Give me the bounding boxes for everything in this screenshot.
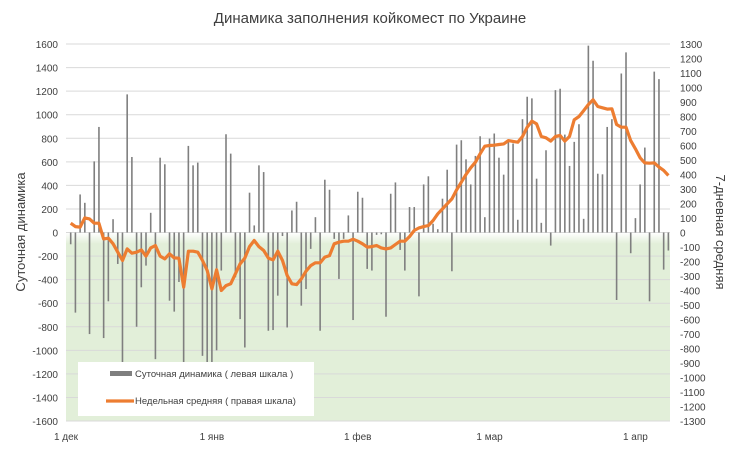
left-axis-ticks: 1600 1400 1200 1000 800 600 400 200 0 -200 -400 -60… — [32, 40, 58, 428]
legend: Суточная динамика ( левая шкала ) Недель… — [78, 362, 314, 416]
right-tick-label: -100 — [680, 243, 700, 254]
right-tick-label: 600 — [680, 142, 697, 153]
legend-line-label: Недельная средняя ( правая шкала) — [135, 396, 296, 407]
x-tick-label: 1 дек — [54, 432, 79, 443]
left-tick-label: 200 — [41, 205, 58, 216]
left-tick-label: -400 — [38, 276, 58, 287]
right-axis-label: 7-дневная средняя — [713, 174, 728, 289]
right-tick-label: 0 — [680, 229, 686, 240]
right-tick-label: 100 — [680, 214, 697, 225]
right-tick-label: 800 — [680, 113, 697, 124]
right-tick-label: 700 — [680, 127, 697, 138]
left-tick-label: -600 — [38, 299, 58, 310]
right-tick-label: 1300 — [680, 40, 703, 51]
left-tick-label: -1400 — [32, 393, 58, 404]
right-tick-label: 1200 — [680, 55, 703, 66]
legend-bar-label: Суточная динамика ( левая шкала ) — [135, 369, 293, 380]
right-tick-label: -1200 — [680, 403, 706, 414]
right-tick-label: -1000 — [680, 374, 706, 385]
right-tick-label: -1300 — [680, 417, 706, 428]
left-tick-label: -1000 — [32, 346, 58, 357]
right-tick-label: -400 — [680, 287, 700, 298]
left-tick-label: -1600 — [32, 417, 58, 428]
left-tick-label: 600 — [41, 158, 58, 169]
x-tick-label: 1 апр — [623, 432, 648, 443]
right-tick-label: -300 — [680, 272, 700, 283]
left-tick-label: 0 — [52, 229, 58, 240]
right-tick-label: 1000 — [680, 84, 703, 95]
right-tick-label: 500 — [680, 156, 697, 167]
left-tick-label: 800 — [41, 134, 58, 145]
x-tick-label: 1 фев — [344, 431, 371, 443]
x-tick-label: 1 янв — [200, 432, 225, 443]
right-axis-ticks: 1300120011001000900800700600500400300200… — [680, 40, 706, 428]
right-tick-label: -500 — [680, 301, 700, 312]
right-tick-label: -900 — [680, 359, 700, 370]
right-tick-label: -600 — [680, 316, 700, 327]
left-tick-label: -800 — [38, 323, 58, 334]
left-tick-label: 1600 — [36, 40, 59, 51]
x-tick-label: 1 мар — [476, 432, 503, 443]
right-tick-label: 900 — [680, 98, 697, 109]
gridlines — [66, 43, 670, 422]
legend-bar-swatch — [110, 371, 132, 376]
chart-title: Динамика заполнения койкомест по Украине — [214, 10, 526, 27]
x-axis-ticks: 1 дек 1 янв 1 фев 1 мар 1 апр — [54, 431, 648, 443]
right-tick-label: -800 — [680, 345, 700, 356]
right-tick-label: 1100 — [680, 69, 702, 80]
left-tick-label: -1200 — [32, 370, 58, 381]
right-tick-label: -1100 — [680, 388, 705, 399]
right-tick-label: 300 — [680, 185, 697, 196]
right-tick-label: -700 — [680, 330, 700, 341]
left-tick-label: 400 — [41, 181, 58, 192]
left-tick-label: 1400 — [36, 64, 59, 75]
right-tick-label: -200 — [680, 258, 700, 269]
left-axis-label: Суточная динамика — [13, 172, 28, 292]
left-tick-label: 1000 — [36, 111, 59, 122]
right-tick-label: 200 — [680, 200, 697, 211]
left-tick-label: 1200 — [36, 87, 59, 98]
right-tick-label: 400 — [680, 171, 697, 182]
left-tick-label: -200 — [38, 252, 58, 263]
daily-bars — [69, 45, 670, 365]
weekly-average-line — [69, 98, 670, 293]
